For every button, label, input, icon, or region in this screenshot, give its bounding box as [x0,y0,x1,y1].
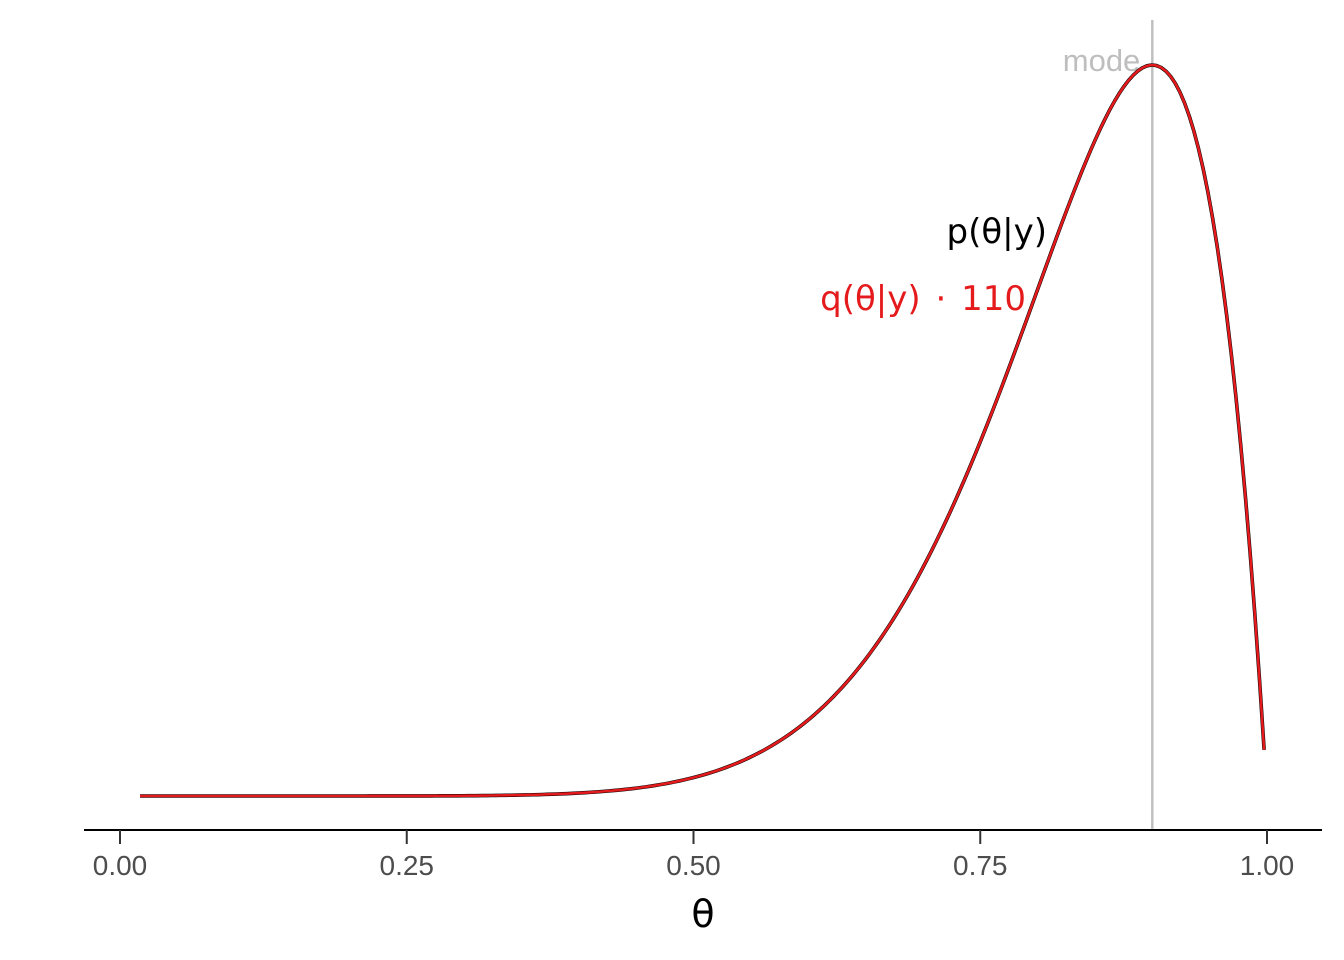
x-axis-ticks: 0.00 0.25 0.50 0.75 1.00 [93,830,1295,881]
x-tick-label: 0.25 [380,850,435,881]
posterior-label: p(θ|y) [947,212,1048,252]
x-tick-label: 0.50 [666,850,721,881]
approx-label-main: q(θ|y) [820,279,921,319]
posterior-curve [140,63,1266,798]
x-tick-label: 0.00 [93,850,148,881]
x-tick-label: 0.75 [953,850,1008,881]
approx-curve [140,63,1266,798]
mode-label: mode [1063,43,1141,78]
approx-label: q(θ|y) · 110 [820,279,1026,319]
approx-label-factor: 110 [961,279,1026,319]
approx-label-operator: · [935,279,946,319]
x-axis-title: θ [691,892,714,936]
posterior-label-text: p(θ|y) [947,212,1048,252]
x-tick-label: 1.00 [1240,850,1295,881]
